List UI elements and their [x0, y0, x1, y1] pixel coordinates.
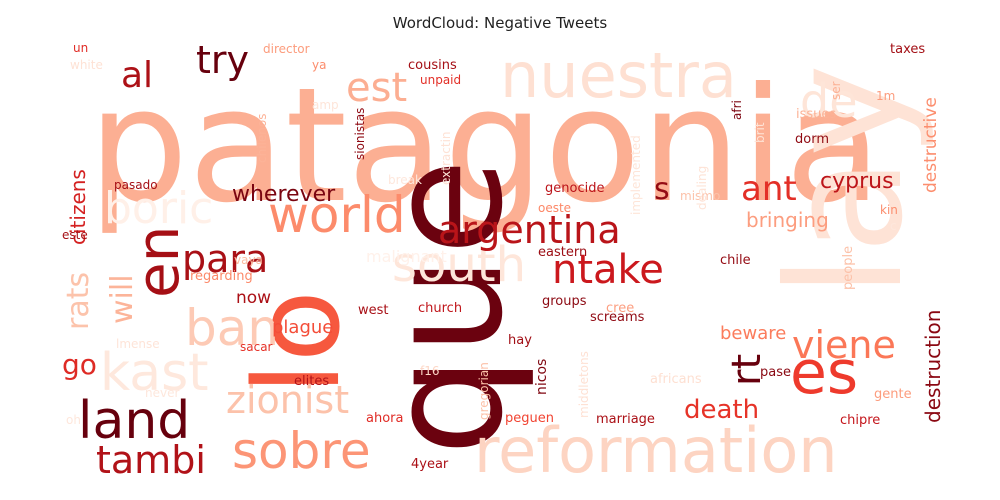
- word-pase: pase: [760, 365, 791, 380]
- word-chile: chile: [720, 253, 751, 268]
- word-mismo: mismo: [680, 189, 720, 203]
- word-amp: amp: [312, 98, 339, 112]
- word-genocide: genocide: [545, 181, 604, 196]
- word-ya: ya: [312, 58, 326, 72]
- word-implemented: implemented: [629, 135, 643, 215]
- word-sobre: sobre: [232, 422, 371, 480]
- word-gente: gente: [874, 387, 912, 402]
- word-4year: 4year: [411, 457, 449, 472]
- word-white: white: [70, 58, 103, 72]
- word-wherever: wherever: [232, 182, 336, 207]
- word-death: death: [684, 395, 759, 425]
- word-oh: oh: [66, 413, 81, 427]
- word-sacar: sacar: [240, 340, 273, 354]
- word-kin: kin: [880, 203, 898, 217]
- word-este: este: [62, 228, 88, 242]
- word-lo: lo: [228, 290, 366, 395]
- word-beware: beware: [720, 323, 786, 344]
- word-est: est: [346, 65, 407, 111]
- word-never: never: [145, 386, 179, 400]
- word-unpaid: unpaid: [420, 73, 461, 87]
- word-go: go: [62, 348, 97, 381]
- word-dorm: dorm: [795, 132, 829, 147]
- word-c: c: [890, 219, 897, 233]
- word-hay: hay: [508, 333, 532, 348]
- word-es: es: [790, 338, 858, 408]
- word-gregorian: gregorian: [477, 362, 491, 420]
- word-afri: afri: [730, 100, 744, 120]
- word-reformation: reformation: [474, 414, 838, 487]
- word-ntake: ntake: [552, 247, 664, 293]
- word-south: south: [392, 237, 526, 293]
- word-land: land: [78, 391, 190, 451]
- word-1m: 1m: [876, 89, 895, 103]
- word-peguen: peguen: [505, 411, 554, 426]
- word-malignant: malignant: [366, 247, 447, 266]
- word-kast: kast: [100, 343, 209, 403]
- word-pasado: pasado: [114, 178, 158, 192]
- word-try: try: [196, 38, 249, 82]
- word-nuestra: nuestra: [500, 39, 737, 112]
- word-un: un: [73, 41, 88, 55]
- word-cousins: cousins: [408, 58, 457, 73]
- word-middletons: middletons: [577, 351, 591, 418]
- word-de: de: [800, 74, 858, 128]
- word-patagonia: patagonia: [88, 54, 882, 238]
- word-cree: cree: [606, 301, 634, 316]
- word-extractin: extractin: [439, 131, 453, 185]
- word-nicos: nicos: [534, 359, 550, 395]
- word-ban: ban: [185, 299, 279, 357]
- word-elites: elites: [294, 374, 329, 389]
- word-ahora: ahora: [366, 411, 403, 426]
- word-destructive: destructive: [921, 97, 941, 193]
- word-lmense: lmense: [116, 337, 160, 351]
- word-que: que: [354, 158, 538, 456]
- word-people: people: [841, 246, 856, 290]
- word-bringing: bringing: [746, 208, 829, 232]
- word-screams: screams: [590, 310, 645, 325]
- word-oeste: oeste: [538, 201, 571, 215]
- word-citizens: citizens: [66, 169, 90, 245]
- word-now: now: [236, 288, 271, 308]
- word-director: director: [263, 42, 310, 56]
- word-regarding: regarding: [190, 269, 253, 284]
- word-africans: africans: [650, 372, 702, 387]
- word-break: break: [388, 173, 422, 187]
- word-chipre: chipre: [840, 413, 880, 428]
- word-ant: ant: [741, 169, 797, 209]
- word-vaya: vaya: [234, 253, 263, 267]
- word-rt: rt: [724, 354, 770, 386]
- word-plague: plague: [272, 317, 333, 338]
- word-dealing: dealing: [695, 166, 709, 210]
- word-sionistas: sionistas: [353, 108, 367, 160]
- word-taxes: taxes: [890, 42, 925, 57]
- word-church: church: [418, 301, 462, 316]
- word-will: will: [105, 274, 140, 324]
- word-issues: issues: [796, 107, 836, 122]
- word-brit: brit: [753, 122, 767, 143]
- word-rats: rats: [61, 272, 96, 330]
- word-para: para: [182, 237, 268, 281]
- word-s: s: [654, 172, 670, 207]
- word-zionist: zionist: [226, 378, 349, 422]
- word-en: en: [124, 226, 192, 298]
- word-f16: f16: [420, 364, 440, 378]
- word-destruction: destruction: [921, 310, 945, 423]
- word-groups: groups: [542, 294, 587, 309]
- word-world: world: [268, 186, 406, 244]
- word-ser: ser: [829, 81, 843, 100]
- word-chilenos: chilenos: [255, 114, 269, 163]
- chart-title: WordCloud: Negative Tweets: [392, 14, 608, 32]
- word-al: al: [121, 55, 153, 96]
- word-tambi: tambi: [96, 438, 206, 482]
- word-lay: lay: [754, 64, 938, 298]
- word-cyprus: cyprus: [820, 169, 894, 194]
- word-west: west: [358, 303, 389, 318]
- word-boric: boric: [104, 183, 213, 234]
- word-marriage: marriage: [596, 412, 655, 427]
- word-eastern: eastern: [538, 245, 587, 260]
- word-viene: viene: [792, 323, 896, 367]
- word-argentina: argentina: [438, 208, 621, 252]
